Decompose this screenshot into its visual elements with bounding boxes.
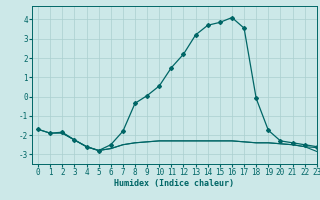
- X-axis label: Humidex (Indice chaleur): Humidex (Indice chaleur): [115, 179, 234, 188]
